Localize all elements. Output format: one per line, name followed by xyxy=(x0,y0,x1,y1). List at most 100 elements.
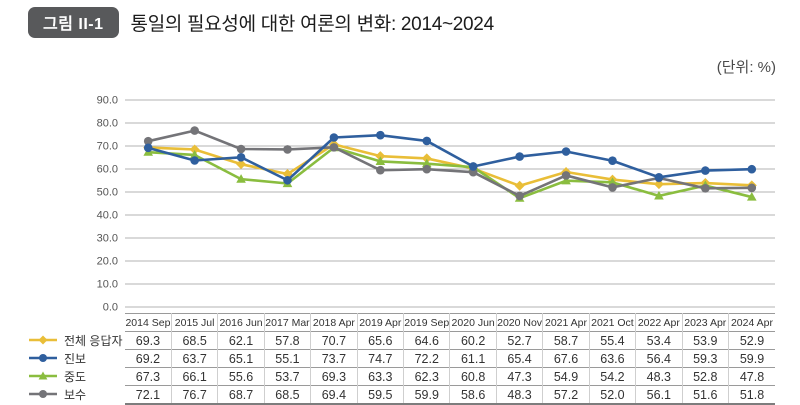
table-col-header: 2019 Apr xyxy=(356,313,404,332)
data-point-marker xyxy=(701,184,710,193)
table-cell: 68.5 xyxy=(263,385,311,404)
legend-diamond-marker-icon xyxy=(29,335,57,345)
table-header-row: 2014 Sep 2015 Jul 2016 Jun 2017 Mar 2018 Apr… xyxy=(125,313,775,332)
table-cell: 59.5 xyxy=(356,385,404,404)
table-cell: 74.7 xyxy=(356,349,404,368)
table-cell: 54.9 xyxy=(542,367,590,386)
table-col-header: 2014 Sep xyxy=(125,316,171,329)
data-point-marker xyxy=(608,156,617,166)
series-line xyxy=(147,129,752,198)
table-cell: 53.4 xyxy=(635,331,683,350)
data-point-marker xyxy=(190,156,199,165)
legend-item-all-respondents: 전체 응답자 xyxy=(28,331,123,349)
data-point-marker xyxy=(236,159,247,170)
data-point-marker xyxy=(746,192,757,201)
data-point-marker xyxy=(561,147,571,156)
legend-triangle-marker-icon xyxy=(29,371,57,380)
y-axis-tick-label: 30.0 xyxy=(97,233,118,245)
legend-item-progressive: 진보 xyxy=(28,349,123,367)
table-cell: 67.6 xyxy=(542,349,590,368)
data-point-marker xyxy=(514,180,525,191)
table-cell: 76.7 xyxy=(170,385,218,404)
data-point-marker xyxy=(236,152,246,162)
series-line xyxy=(148,143,752,188)
y-axis-tick-label: 20.0 xyxy=(97,256,118,268)
table-cell: 54.2 xyxy=(588,367,636,386)
table-col-header: 2018 Apr xyxy=(310,313,358,332)
data-point-marker xyxy=(653,179,664,190)
legend-item-moderate: 중도 xyxy=(28,367,123,385)
table-cell: 52.8 xyxy=(681,367,729,386)
table-cell: 56.1 xyxy=(635,385,683,404)
y-axis-tick-label: 90.0 xyxy=(97,95,118,107)
data-point-marker xyxy=(701,166,710,175)
table-col-header: 2016 Jun xyxy=(217,313,265,332)
table-cell: 66.1 xyxy=(170,367,218,386)
table-cell: 63.7 xyxy=(170,349,218,368)
table-cell: 68.5 xyxy=(170,331,218,350)
data-point-marker xyxy=(329,133,339,142)
table-cell: 48.3 xyxy=(495,385,543,404)
table-cell: 47.8 xyxy=(727,367,775,386)
y-axis-tick-label: 10.0 xyxy=(97,279,118,291)
table-cell: 63.3 xyxy=(356,367,404,386)
table-cell: 58.7 xyxy=(542,331,590,350)
data-point-marker xyxy=(236,174,246,183)
series-line xyxy=(148,146,753,200)
table-col-header: 2020 Jun xyxy=(449,313,497,332)
table-cell: 62.3 xyxy=(403,367,450,386)
table-cell: 59.9 xyxy=(403,385,450,404)
data-point-marker xyxy=(143,143,153,153)
series-progressive xyxy=(143,130,757,185)
chart-data-table: 2014 Sep 2015 Jul 2016 Jun 2017 Mar 2018 Apr… xyxy=(125,313,775,405)
table-col-header: 2020 Nov xyxy=(495,313,543,332)
data-point-marker xyxy=(421,158,432,168)
table-row-moderate: 67.3 66.1 55.6 53.7 69.3 63.3 62.3 60.8 47.3 54.9… xyxy=(125,367,775,386)
y-axis-tick-label: 70.0 xyxy=(97,141,118,153)
table-cell: 72.2 xyxy=(403,349,450,368)
data-point-marker xyxy=(747,164,757,174)
table-col-header: 2017 Mar xyxy=(263,313,311,332)
table-cell: 52.9 xyxy=(727,331,775,350)
y-axis-tick-label: 40.0 xyxy=(97,210,118,222)
table-cell: 62.1 xyxy=(217,331,265,350)
table-col-header: 2022 Apr xyxy=(635,313,683,332)
series-all-respondents xyxy=(143,139,757,191)
data-point-marker xyxy=(236,144,246,154)
y-axis-tick-label: 60.0 xyxy=(97,164,118,176)
table-row-progressive: 69.2 63.7 65.1 55.1 73.7 74.7 72.2 61.1 65.4 67.6… xyxy=(125,349,775,368)
table-row-conservative: 72.1 76.7 68.7 68.5 69.4 59.5 59.9 58.6 48.3 57.2… xyxy=(125,385,775,404)
table-cell: 65.1 xyxy=(217,349,265,368)
data-point-marker xyxy=(375,156,386,166)
data-point-marker xyxy=(561,171,571,180)
table-cell: 60.2 xyxy=(449,331,497,350)
table-col-header: 2021 Oct xyxy=(588,313,636,332)
legend-circle-marker-icon xyxy=(29,390,57,398)
table-cell: 65.6 xyxy=(356,331,404,350)
data-point-marker xyxy=(189,144,200,155)
table-cell: 55.6 xyxy=(217,367,265,386)
table-cell: 51.8 xyxy=(727,385,775,404)
data-point-marker xyxy=(376,130,385,140)
table-cell: 72.1 xyxy=(125,385,172,404)
table-row-all-respondents: 69.3 68.5 62.1 57.8 70.7 65.6 64.6 60.2 52.7 58.7… xyxy=(125,331,775,350)
table-cell: 52.0 xyxy=(588,385,636,404)
series-moderate xyxy=(143,142,757,202)
y-axis-tick-label: 0.0 xyxy=(103,302,118,314)
data-point-marker xyxy=(189,149,200,159)
table-cell: 59.3 xyxy=(681,349,729,368)
legend-label: 중도 xyxy=(64,369,87,384)
data-point-marker xyxy=(608,183,617,192)
table-cell: 51.6 xyxy=(681,385,729,404)
data-point-marker xyxy=(654,190,664,200)
table-cell: 67.3 xyxy=(125,367,172,386)
table-cell: 57.8 xyxy=(263,331,311,350)
table-cell: 61.1 xyxy=(449,349,497,368)
table-col-header: 2015 Jul xyxy=(170,313,218,332)
table-cell: 48.3 xyxy=(635,367,683,386)
legend-item-conservative: 보수 xyxy=(28,385,123,403)
table-cell: 64.6 xyxy=(403,331,450,350)
table-cell: 73.7 xyxy=(310,349,358,368)
table-cell: 65.4 xyxy=(495,349,543,368)
